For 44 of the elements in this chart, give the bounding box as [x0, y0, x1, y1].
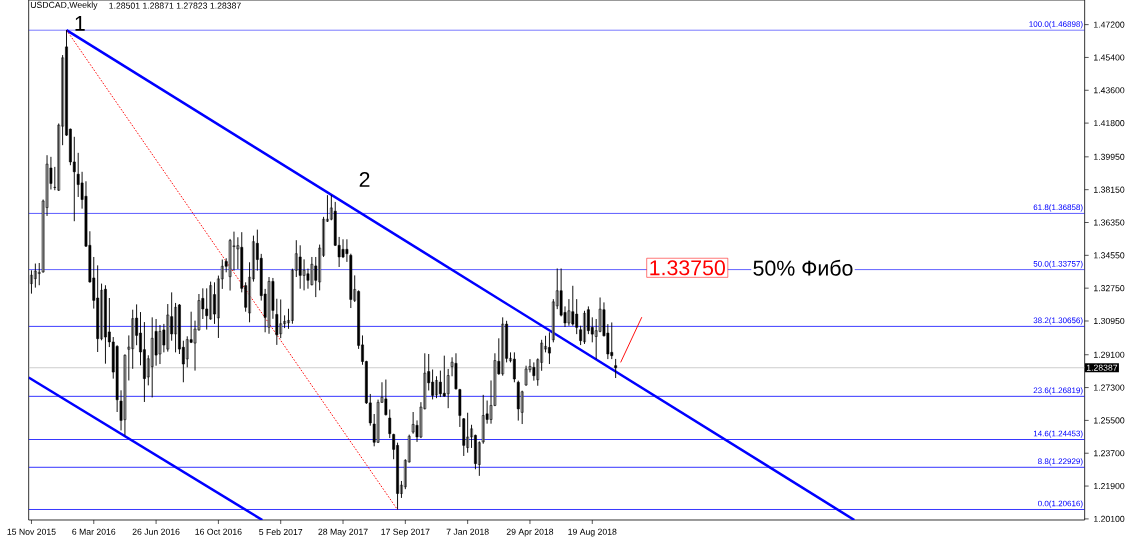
x-tick-label: 16 Oct 2016: [195, 528, 242, 535]
ref-line-label: 14.6(1.24453): [1033, 430, 1083, 438]
y-tick-label: 1.21900: [1094, 483, 1125, 490]
ref-line-label: 1.28387: [1086, 364, 1118, 371]
x-tick-label: 28 May 2017: [318, 528, 368, 537]
ref-line-label: 8.8(1.22929): [1038, 458, 1083, 466]
y-tick-label: 1.25500: [1094, 417, 1125, 424]
y-tick-label: 1.43600: [1094, 87, 1125, 94]
ref-line-label: 100.0(1.46898): [1029, 21, 1083, 29]
x-tick-label: 19 Aug 2018: [568, 528, 617, 537]
ref-line-label: 50.0(1.33757): [1033, 260, 1083, 269]
annotation: 1: [75, 16, 85, 31]
y-tick-label: 1.20100: [1094, 515, 1125, 522]
x-tick-label: 6 Mar 2016: [72, 528, 116, 535]
x-tick-label: 17 Sep 2017: [381, 528, 430, 537]
y-tick-label: 1.27300: [1094, 384, 1125, 391]
ref-line-label: 23.6(1.26819): [1033, 387, 1083, 395]
ref-line-label: 38.2(1.30656): [1033, 317, 1083, 325]
chart-subtitle: 1.28501 1.28871 1.27823 1.28387: [109, 2, 241, 9]
chart-title: USDCAD,Weekly: [30, 1, 98, 10]
y-tick-label: 1.32750: [1094, 285, 1125, 292]
y-tick-label: 1.39950: [1094, 153, 1125, 160]
x-tick-label: 26 Jun 2016: [132, 528, 180, 535]
ref-line-label: 0.0(1.20616): [1038, 500, 1083, 508]
ref-line-label: 61.8(1.36858): [1033, 204, 1083, 212]
y-tick-label: 1.41800: [1094, 120, 1125, 127]
candlestick: [610, 321, 614, 360]
y-tick-label: 1.36350: [1094, 219, 1125, 226]
x-tick-label: 7 Jan 2018: [446, 528, 489, 535]
x-tick-label: 5 Feb 2017: [259, 528, 303, 536]
annotation: 50% Фибо: [753, 259, 853, 276]
y-tick-label: 1.45400: [1094, 54, 1125, 61]
y-tick-label: 1.38150: [1094, 186, 1125, 193]
y-tick-label: 1.34550: [1094, 252, 1125, 259]
candlestick: [298, 244, 302, 290]
y-tick-label: 1.47200: [1094, 21, 1125, 28]
annotation: 1.33750: [650, 260, 725, 276]
candlestick: [150, 316, 154, 398]
y-tick-label: 1.23700: [1094, 450, 1125, 457]
y-tick-label: 1.30950: [1094, 317, 1125, 325]
y-tick-label: 1.29100: [1094, 351, 1125, 358]
x-tick-label: 15 Nov 2015: [7, 528, 56, 535]
annotation: 2: [359, 171, 370, 187]
x-tick-label: 29 Apr 2018: [506, 528, 554, 537]
